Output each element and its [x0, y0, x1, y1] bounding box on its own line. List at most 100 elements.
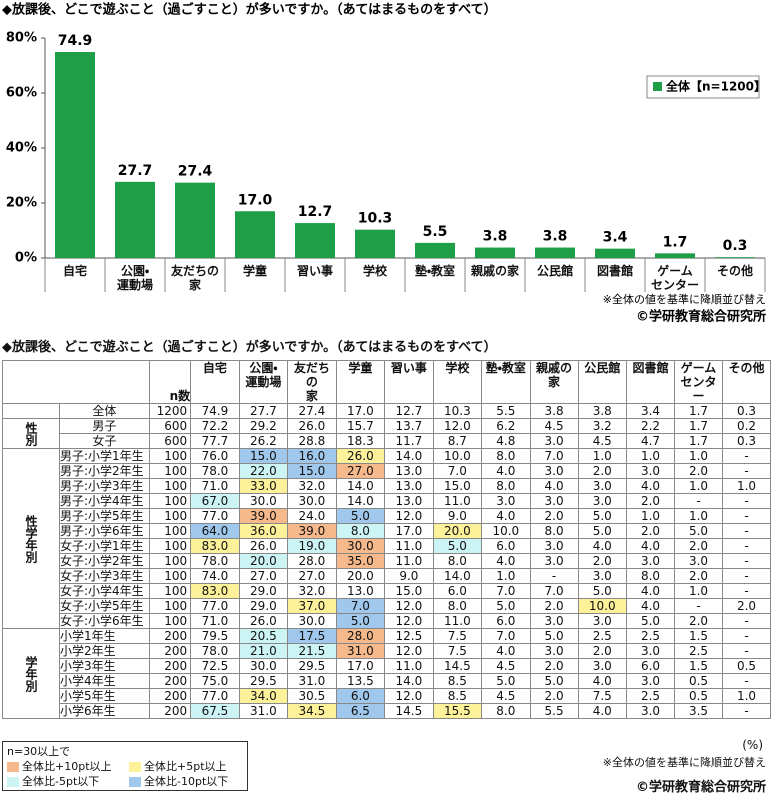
value-cell: 2.5: [674, 643, 723, 659]
value-cell: 3.0: [626, 463, 675, 479]
value-cell: 4.0: [626, 583, 675, 599]
value-cell: 7.0: [432, 463, 483, 479]
value-cell: 3.0: [626, 553, 675, 569]
column-header: 図書館: [626, 360, 675, 404]
value-cell: 6.0: [432, 583, 483, 599]
table-row: 学年別 小学1年生 200 79.5 20.5 17.5 28.0 12.5 7.5 7.0 5.0…: [2, 628, 771, 719]
value-cell: 64.0: [190, 523, 240, 539]
value-cell: -: [674, 598, 723, 614]
value-cell: 3.5: [674, 703, 723, 719]
value-cell: 29.2: [238, 418, 289, 434]
n-cell: 200: [148, 643, 192, 659]
value-cell: 72.2: [190, 418, 240, 434]
value-cell: 37.0: [287, 598, 337, 614]
n-cell: 100: [148, 523, 192, 539]
value-cell: 71.0: [190, 613, 240, 629]
value-cell: 5.0: [335, 613, 386, 629]
value-cell: 4.0: [577, 673, 628, 689]
value-cell: 2.0: [529, 598, 579, 614]
value-cell: 5.5: [529, 703, 579, 719]
shade-legend-item: 全体比+5pt以上: [129, 758, 227, 774]
value-cell: 14.0: [335, 493, 386, 509]
value-cell: 6.5: [335, 703, 386, 719]
table-row: 女子:小学6年生 100 71.0 26.0 30.0 5.0 12.0 11.0 6.0 3.0…: [3, 613, 771, 629]
unit: (%): [742, 738, 763, 752]
column-header: 学校: [432, 360, 483, 404]
shade-legend: n=30以上で 全体比+10pt以上 全体比+5pt以上 全体比-5pt以下 全体比-1…: [2, 741, 248, 791]
table-row: 小学4年生 200 75.0 29.5 31.0 13.5 14.0 8.5 5.0 5.0 4.0…: [3, 673, 771, 689]
table-row: 女子:小学2年生 100 78.0 20.0 28.0 35.0 11.0 8.0 4.0 3.0…: [3, 553, 771, 569]
value-cell: 27.0: [287, 568, 337, 584]
value-cell: 5.0: [432, 538, 483, 554]
value-cell: 0.3: [721, 403, 771, 419]
value-cell: 31.0: [287, 673, 337, 689]
value-cell: 3.0: [674, 553, 723, 569]
value-cell: 3.0: [529, 613, 579, 629]
value-label: 1.7: [663, 234, 688, 250]
value-cell: 4.7: [626, 433, 675, 449]
value-cell: 12.0: [384, 643, 434, 659]
x-tick-label: 習い事: [296, 264, 333, 278]
value-cell: 0.5: [674, 673, 723, 689]
value-cell: 7.5: [577, 688, 628, 704]
value-cell: 4.0: [529, 478, 579, 494]
value-cell: 12.0: [384, 598, 434, 614]
value-cell: 2.0: [721, 598, 771, 614]
row-label: 女子:小学3年生: [59, 568, 150, 584]
value-cell: 15.0: [432, 478, 483, 494]
value-cell: 8.0: [432, 598, 483, 614]
value-label: 12.7: [298, 204, 333, 220]
value-cell: 74.0: [190, 568, 240, 584]
value-cell: 2.5: [577, 628, 628, 644]
n-cell: 200: [148, 673, 192, 689]
value-cell: -: [529, 568, 579, 584]
column-header: その他: [721, 360, 771, 404]
table-row: 女子:小学4年生 100 83.0 29.0 32.0 13.0 15.0 6.0 7.0 7.0…: [3, 583, 771, 599]
value-cell: 1.0: [674, 583, 723, 599]
y-tick-label: 0%: [15, 251, 37, 266]
value-cell: 6.0: [335, 688, 386, 704]
value-cell: 2.0: [674, 463, 723, 479]
value-cell: 75.0: [190, 673, 240, 689]
value-cell: 3.0: [481, 493, 531, 509]
value-cell: 4.0: [626, 598, 675, 614]
x-tick-label: 友だちの 家: [170, 264, 219, 292]
x-tick-label: 公園・ 運動場: [116, 264, 153, 292]
value-cell: 6.0: [481, 613, 531, 629]
value-cell: 12.0: [384, 508, 434, 524]
x-tick-label: 学童: [242, 264, 267, 278]
x-tick-label: 塾・教室: [414, 264, 456, 278]
x-tick-label: その他: [716, 264, 753, 278]
value-cell: 5.0: [529, 628, 579, 644]
value-cell: 7.5: [432, 643, 483, 659]
shade-swatch: [129, 762, 141, 772]
n-cell: 100: [148, 463, 192, 479]
column-header: 公民館: [577, 360, 628, 404]
value-cell: 1.0: [674, 448, 723, 464]
table-row: 女子 600 77.7 26.2 28.8 18.3 11.7 8.7 4.8 3.0 4.5 4.7…: [3, 433, 771, 449]
shade-label: 全体比+10pt以上: [22, 760, 112, 773]
value-cell: 17.0: [384, 523, 434, 539]
value-cell: 30.5: [287, 688, 337, 704]
value-cell: 83.0: [190, 538, 240, 554]
column-header: 公園・ 運動場: [238, 360, 289, 404]
value-cell: 8.0: [481, 703, 531, 719]
column-header: 自宅: [190, 360, 240, 404]
column-header: 友だちの 家: [287, 360, 337, 404]
value-cell: 26.0: [238, 538, 289, 554]
n-cell: 100: [148, 493, 192, 509]
value-cell: 10.0: [481, 523, 531, 539]
value-cell: 26.0: [335, 448, 386, 464]
shade-legend-title: n=30以上で: [7, 745, 71, 758]
value-cell: 5.0: [674, 523, 723, 539]
value-cell: -: [721, 703, 771, 719]
row-label: 全体: [59, 403, 150, 419]
n-cell: 100: [148, 508, 192, 524]
value-cell: 8.0: [432, 553, 483, 569]
value-cell: 32.0: [287, 478, 337, 494]
value-cell: 7.0: [481, 583, 531, 599]
n-cell: 1200: [148, 403, 192, 419]
group-label: 性別: [2, 418, 60, 449]
value-cell: -: [721, 448, 771, 464]
value-cell: 19.0: [287, 538, 337, 554]
